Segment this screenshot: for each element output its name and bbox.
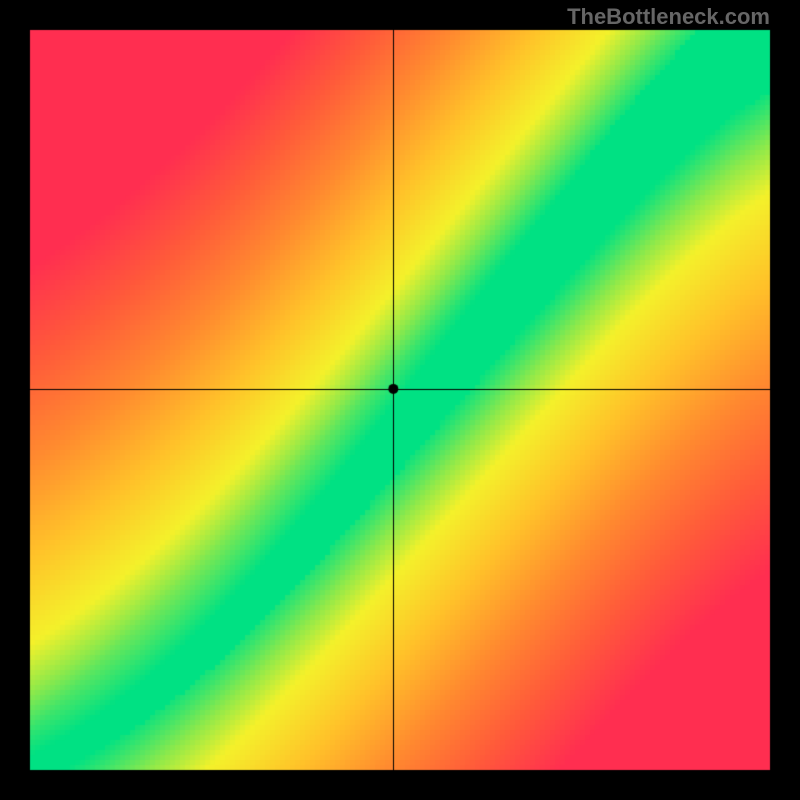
chart-container: TheBottleneck.com (0, 0, 800, 800)
watermark-text: TheBottleneck.com (567, 4, 770, 30)
bottleneck-heatmap (0, 0, 800, 800)
